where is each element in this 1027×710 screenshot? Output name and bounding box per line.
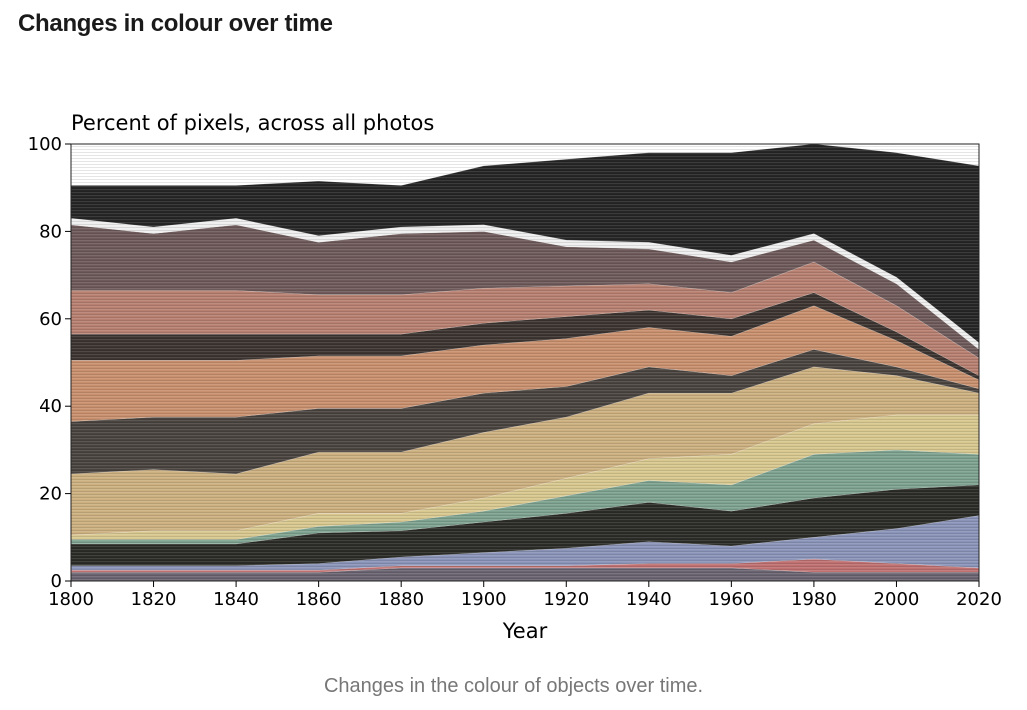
x-tick-label: 2000 (874, 589, 920, 610)
x-tick-label: 1840 (213, 589, 259, 610)
x-axis: 1800 1820 1840 1860 1880 1900 1920 1940 1960 1980… (48, 581, 1002, 610)
x-tick-label: 1960 (708, 589, 754, 610)
y-axis: 0 20 40 60 80 100 (28, 134, 71, 592)
page-title: Changes in colour over time (18, 10, 333, 37)
x-tick-label: 1900 (461, 589, 507, 610)
texture-overlay (71, 144, 979, 581)
x-tick-label: 1920 (543, 589, 589, 610)
x-axis-title: Year (502, 619, 548, 643)
y-tick-label: 100 (28, 134, 62, 155)
y-tick-label: 0 (51, 571, 62, 592)
x-tick-label: 1820 (131, 589, 177, 610)
x-tick-label: 1880 (378, 589, 424, 610)
x-tick-label: 1860 (296, 589, 342, 610)
y-tick-label: 20 (39, 484, 62, 505)
x-tick-label: 1940 (626, 589, 672, 610)
chart-caption: Changes in the colour of objects over ti… (323, 675, 704, 697)
x-tick-label: 1980 (791, 589, 837, 610)
x-tick-label: 2020 (956, 589, 1002, 610)
y-tick-label: 80 (39, 221, 62, 242)
y-tick-label: 40 (39, 396, 62, 417)
y-tick-label: 60 (39, 309, 62, 330)
x-tick-label: 1800 (48, 589, 94, 610)
plot-frame (70, 143, 980, 582)
chart-title: Percent of pixels, across all photos (71, 111, 434, 135)
